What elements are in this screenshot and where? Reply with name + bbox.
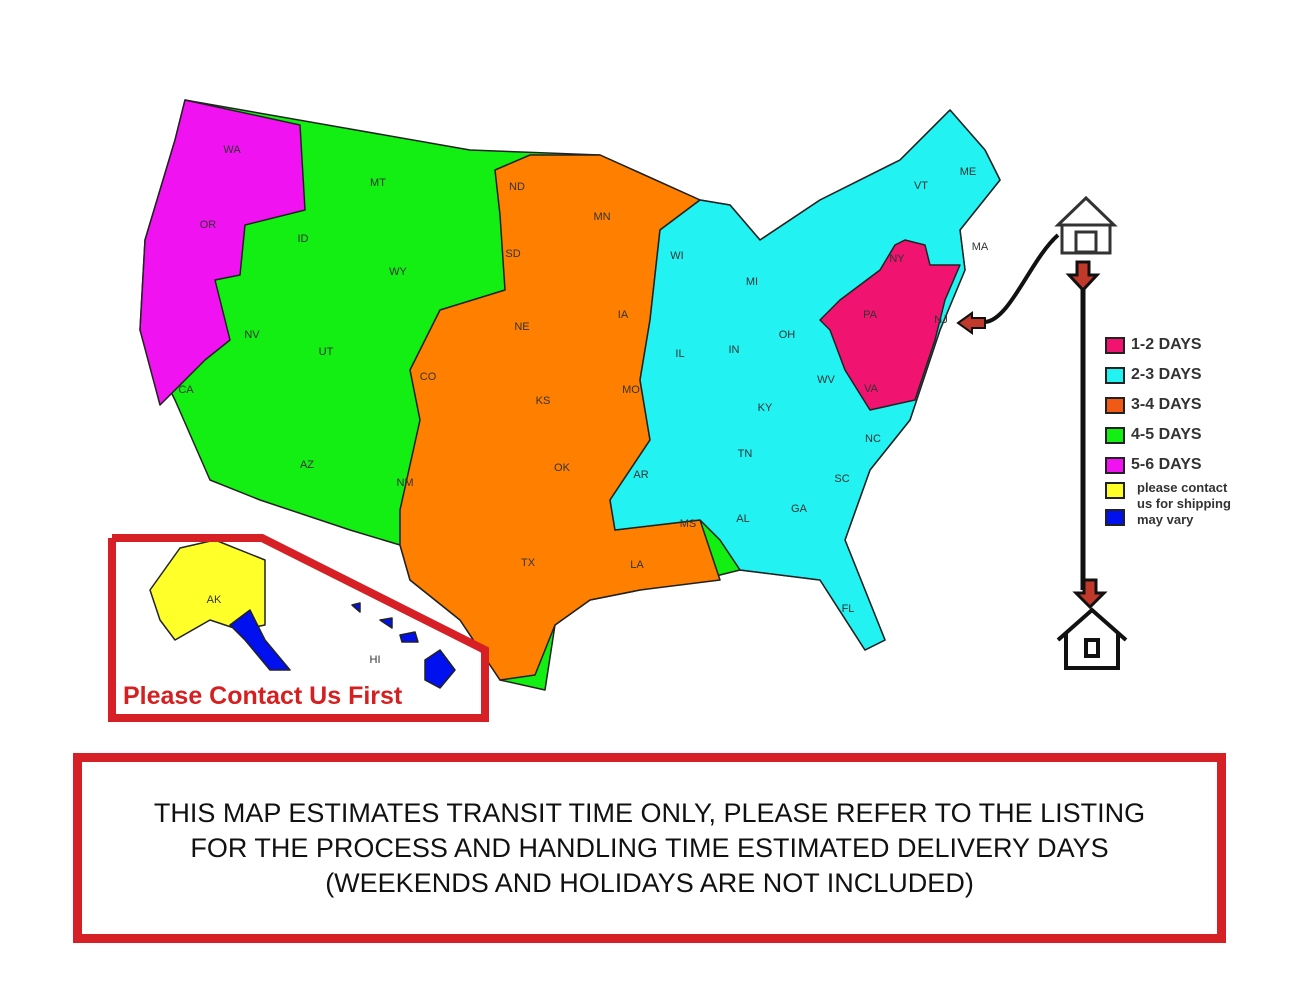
legend-item: 3-4 DAYS bbox=[1105, 390, 1231, 420]
legend-label: 1-2 DAYS bbox=[1131, 336, 1202, 353]
us-transit-map: WA OR CA NV ID MT WY UT AZ NM CO ND SD NE KS OK TX MN IA MO… bbox=[108, 99, 1128, 722]
state-label-sd: SD bbox=[505, 248, 520, 260]
state-label-ut: UT bbox=[319, 346, 334, 358]
state-label-hi: HI bbox=[370, 654, 381, 666]
state-label-mo: MO bbox=[622, 384, 640, 396]
state-label-il: IL bbox=[675, 348, 684, 360]
house-icon bbox=[1056, 607, 1128, 670]
state-label-nv: NV bbox=[244, 329, 260, 341]
state-label-ky: KY bbox=[758, 402, 773, 414]
legend-swatch bbox=[1105, 426, 1125, 444]
state-label-nd: ND bbox=[509, 181, 525, 193]
state-label-nj: NJ bbox=[934, 314, 947, 326]
state-label-wi: WI bbox=[670, 250, 683, 262]
state-label-mt: MT bbox=[370, 177, 386, 189]
state-label-ne: NE bbox=[514, 321, 529, 333]
legend: 1-2 DAYS 2-3 DAYS 3-4 DAYS 4-5 DAYS 5-6 DAYS… bbox=[1105, 330, 1231, 528]
legend-note: please contact us for shipping may vary bbox=[1105, 480, 1231, 528]
legend-swatch bbox=[1105, 456, 1125, 474]
legend-note-line: us for shipping bbox=[1137, 496, 1231, 511]
state-label-va: VA bbox=[864, 383, 879, 395]
state-label-ia: IA bbox=[618, 309, 629, 321]
legend-label: 2-3 DAYS bbox=[1131, 366, 1202, 383]
alaska bbox=[149, 539, 291, 671]
arrow-down-icon bbox=[1065, 260, 1101, 293]
state-label-mi: MI bbox=[746, 276, 758, 288]
arrow-left-icon bbox=[956, 311, 986, 335]
state-label-wy: WY bbox=[389, 266, 407, 278]
state-label-ca: CA bbox=[178, 384, 194, 396]
state-label-ks: KS bbox=[536, 395, 551, 407]
state-label-sc: SC bbox=[834, 473, 849, 485]
state-label-al: AL bbox=[736, 513, 749, 525]
legend-swatch-contact bbox=[1105, 482, 1125, 499]
state-label-wv: WV bbox=[817, 374, 835, 386]
legend-swatch bbox=[1105, 396, 1125, 414]
state-label-in: IN bbox=[729, 344, 740, 356]
state-label-me: ME bbox=[960, 166, 977, 178]
state-label-co: CO bbox=[420, 371, 437, 383]
state-label-wa: WA bbox=[223, 144, 241, 156]
state-label-id: ID bbox=[298, 233, 309, 245]
legend-item: 2-3 DAYS bbox=[1105, 360, 1231, 390]
state-label-az: AZ bbox=[300, 459, 314, 471]
arrow-down-icon bbox=[1072, 578, 1108, 610]
legend-note-line: please contact bbox=[1137, 480, 1228, 495]
state-label-mn: MN bbox=[593, 211, 610, 223]
state-label-ny: NY bbox=[889, 253, 905, 265]
legend-swatch bbox=[1105, 336, 1125, 354]
state-label-tn: TN bbox=[738, 448, 753, 460]
state-label-ok: OK bbox=[554, 462, 571, 474]
state-label-tx: TX bbox=[521, 557, 536, 569]
state-label-nm: NM bbox=[396, 477, 413, 489]
state-label-or: OR bbox=[200, 219, 217, 231]
state-label-nc: NC bbox=[865, 433, 881, 445]
state-label-pa: PA bbox=[863, 309, 878, 321]
state-label-ms: MS bbox=[680, 518, 697, 530]
legend-label: 3-4 DAYS bbox=[1131, 396, 1202, 413]
inset-frame bbox=[108, 534, 489, 722]
state-label-fl: FL bbox=[842, 603, 855, 615]
notice-text: THIS MAP ESTIMATES TRANSIT TIME ONLY, PL… bbox=[153, 797, 1146, 898]
legend-label: 5-6 DAYS bbox=[1131, 456, 1202, 473]
state-label-ma: MA bbox=[972, 241, 989, 253]
legend-swatch-vary bbox=[1105, 509, 1125, 526]
transit-notice: THIS MAP ESTIMATES TRANSIT TIME ONLY, PL… bbox=[73, 753, 1226, 943]
state-label-ar: AR bbox=[633, 469, 648, 481]
warehouse-icon bbox=[1054, 195, 1118, 255]
route bbox=[956, 195, 1128, 670]
state-label-oh: OH bbox=[779, 329, 796, 341]
zone-1-2-days bbox=[819, 239, 961, 411]
legend-item: 1-2 DAYS bbox=[1105, 330, 1231, 360]
legend-item: 4-5 DAYS bbox=[1105, 420, 1231, 450]
hawaii bbox=[351, 602, 456, 689]
inset-label: Please Contact Us First bbox=[123, 682, 403, 710]
state-label-ga: GA bbox=[791, 503, 808, 515]
legend-label: 4-5 DAYS bbox=[1131, 426, 1202, 443]
legend-item: 5-6 DAYS bbox=[1105, 450, 1231, 480]
state-label-la: LA bbox=[630, 559, 644, 571]
state-label-vt: VT bbox=[914, 180, 928, 192]
zone-5-6-days bbox=[139, 99, 306, 406]
legend-note-line: may vary bbox=[1137, 512, 1194, 527]
state-label-ak: AK bbox=[207, 594, 222, 606]
legend-swatch bbox=[1105, 366, 1125, 384]
